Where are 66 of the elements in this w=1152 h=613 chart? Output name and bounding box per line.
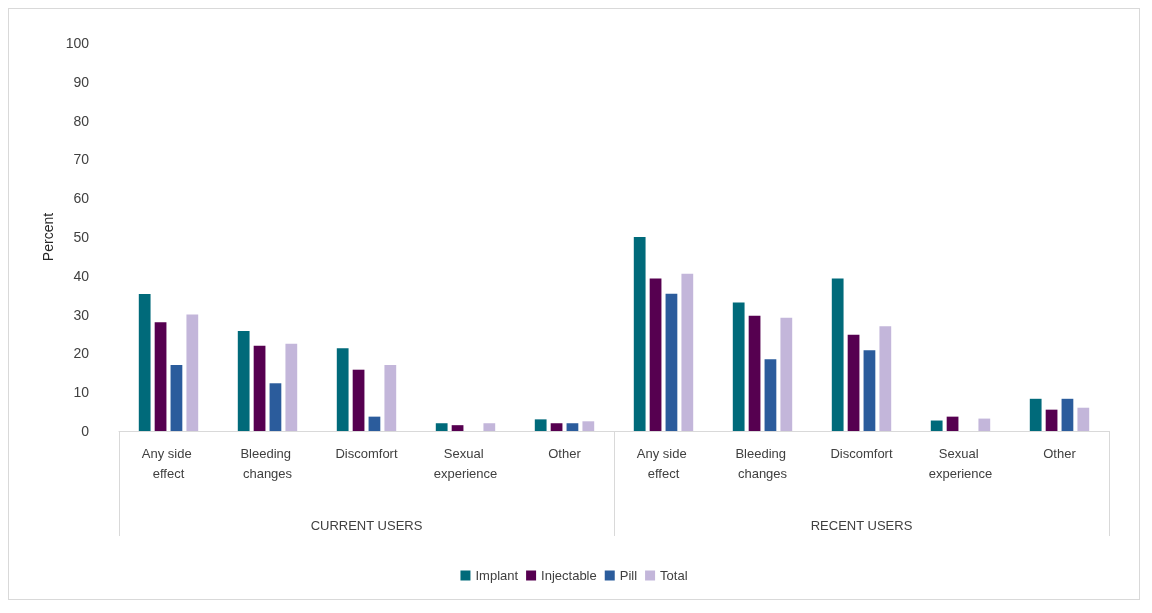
x-tick-label: Any side effect	[141, 445, 196, 481]
bar	[1077, 407, 1090, 431]
bar	[269, 383, 282, 431]
y-tick-label: 40	[73, 267, 90, 284]
bar	[237, 330, 250, 431]
bar	[368, 416, 381, 431]
bar	[1029, 398, 1042, 431]
y-tick-label: 80	[73, 112, 90, 129]
x-tick-label: Discomfort	[335, 445, 398, 461]
bar	[847, 334, 860, 431]
x-tick-label: Bleeding changes	[735, 445, 790, 481]
y-tick-label: 90	[73, 73, 90, 90]
text: RECENT USERS	[810, 518, 913, 533]
bar	[253, 345, 266, 431]
x-tick-label: Bleeding changes	[240, 445, 295, 481]
y-tick-label: 70	[73, 151, 90, 168]
bar	[879, 326, 892, 431]
x-tick-label: Other	[1043, 445, 1077, 461]
y-tick-label: 50	[73, 229, 90, 245]
y-tick-label: 20	[73, 345, 90, 362]
y-tick-label: 30	[73, 306, 90, 323]
legend-label: Injectable	[541, 568, 597, 583]
y-tick-label: 100	[65, 35, 90, 51]
bar	[764, 359, 777, 431]
bar	[732, 302, 745, 431]
bar	[633, 237, 646, 431]
bar	[582, 421, 595, 431]
bar	[780, 317, 793, 431]
bar	[946, 416, 959, 431]
bar	[978, 418, 991, 431]
bar	[451, 425, 464, 431]
bar	[138, 294, 151, 431]
bar	[352, 369, 365, 431]
bar	[384, 365, 397, 431]
x-tick-label: Any side effect	[636, 445, 691, 481]
text: CURRENT USERS	[310, 518, 423, 533]
legend-label: Implant	[475, 568, 519, 583]
bar	[550, 423, 563, 431]
bar	[483, 423, 496, 431]
bar	[566, 423, 579, 431]
bar	[285, 343, 298, 431]
x-tick-label: Sexual experience	[433, 445, 498, 481]
bar	[170, 365, 183, 431]
bar	[336, 348, 349, 431]
bar	[930, 420, 943, 431]
bar	[681, 273, 694, 431]
x-tick-label: Discomfort	[830, 445, 893, 461]
bar	[186, 314, 199, 431]
y-tick-label: 60	[73, 190, 90, 207]
legend-label: Total	[660, 568, 688, 583]
bar	[863, 350, 876, 431]
y-tick-label: 10	[73, 384, 90, 401]
bar	[1061, 398, 1074, 431]
bar	[649, 278, 662, 431]
bar	[1045, 409, 1058, 431]
y-axis-title: Percent	[39, 212, 56, 262]
bar	[534, 419, 547, 431]
bar	[154, 322, 167, 431]
y-tick-label: 0	[81, 423, 90, 439]
bar	[435, 423, 448, 431]
bar	[748, 315, 761, 431]
x-tick-label: Other	[548, 445, 582, 461]
x-tick-label: Sexual experience	[928, 445, 993, 481]
bar	[831, 278, 844, 431]
legend-label: Pill	[619, 568, 638, 583]
bar	[665, 293, 678, 431]
